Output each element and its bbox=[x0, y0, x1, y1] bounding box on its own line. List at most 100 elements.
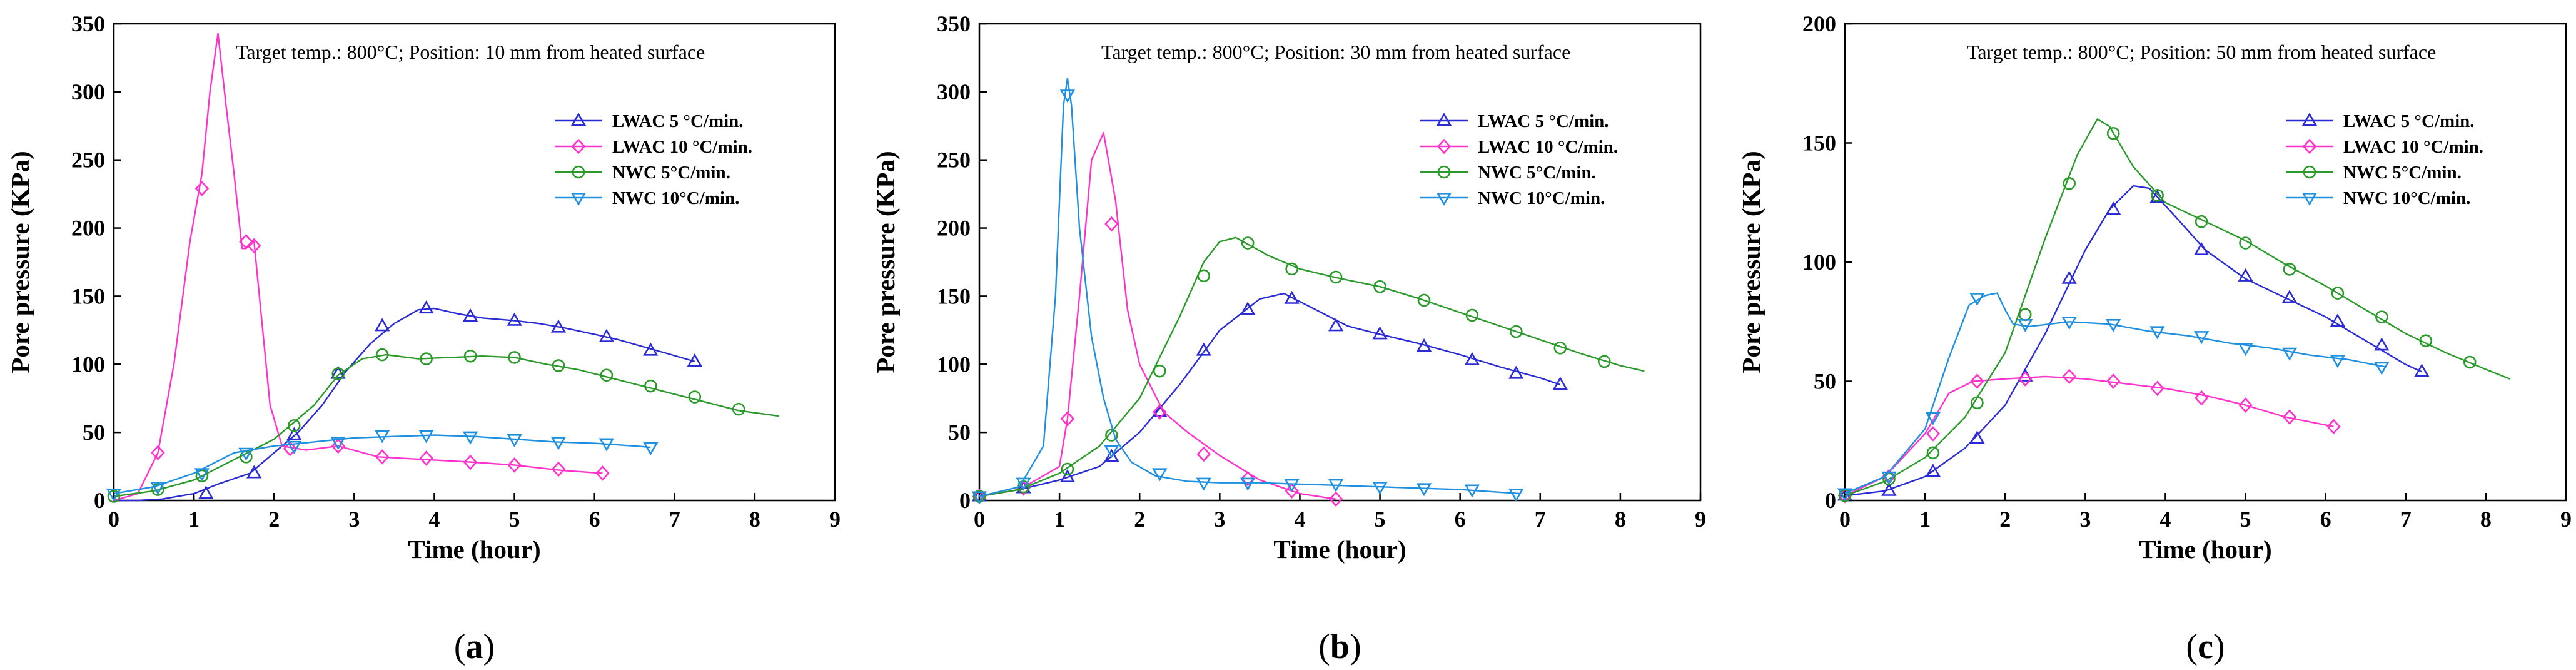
y-tick-label-a-1: 50 bbox=[83, 420, 105, 445]
data-point-c-3-1 bbox=[1881, 471, 1897, 485]
data-point-b-3-2 bbox=[1059, 89, 1076, 103]
data-point-c-3-7 bbox=[2149, 326, 2165, 340]
data-point-a-1-10 bbox=[551, 461, 566, 477]
y-tick-label-b-2: 100 bbox=[937, 352, 971, 377]
y-tick-label-b-7: 350 bbox=[937, 11, 971, 36]
data-point-b-3-11 bbox=[1464, 484, 1480, 498]
data-point-a-1-3 bbox=[246, 238, 261, 254]
x-tick-label-b-1: 1 bbox=[1054, 507, 1065, 532]
y-tick-label-c-1: 50 bbox=[1814, 369, 1836, 394]
data-point-b-0-12 bbox=[1508, 365, 1524, 379]
y-tick-label-b-6: 300 bbox=[937, 79, 971, 104]
y-tick-label-b-3: 150 bbox=[937, 283, 971, 308]
legend-label-b-2: NWC 5°C/min. bbox=[1478, 163, 1596, 183]
y-tick-label-a-3: 150 bbox=[71, 283, 105, 308]
chart-panel-c: 0 1 2 3 4 5 6 7 8 9 0 50 100 150 200 Time (hour) Pore pr… bbox=[1737, 11, 2572, 666]
data-point-b-0-8 bbox=[1328, 318, 1344, 332]
x-tick-label-a-6: 6 bbox=[589, 507, 600, 532]
data-point-b-2-14 bbox=[1597, 355, 1611, 368]
y-tick-label-c-3: 150 bbox=[1802, 131, 1836, 156]
data-point-c-1-10 bbox=[2282, 409, 2297, 425]
data-point-c-2-2 bbox=[1926, 446, 1940, 460]
data-point-b-2-2 bbox=[1061, 462, 1074, 476]
series-a-2 bbox=[107, 348, 779, 503]
data-point-a-2-0 bbox=[107, 490, 121, 503]
data-point-a-1-5 bbox=[331, 438, 345, 454]
data-point-b-3-6 bbox=[1240, 477, 1256, 491]
x-tick-label-b-0: 0 bbox=[974, 507, 985, 532]
data-point-b-1-5 bbox=[1196, 446, 1211, 462]
data-point-a-2-7 bbox=[420, 352, 433, 365]
data-point-a-1-1 bbox=[194, 181, 210, 196]
data-point-b-0-3 bbox=[1104, 449, 1119, 462]
data-point-c-3-11 bbox=[2330, 355, 2346, 368]
data-point-a-3-5 bbox=[330, 437, 346, 450]
data-point-a-2-10 bbox=[552, 359, 565, 372]
y-tick-label-a-4: 200 bbox=[71, 216, 105, 241]
data-point-a-0-6 bbox=[462, 308, 478, 322]
panel-label-letter: a bbox=[466, 627, 483, 666]
data-point-c-3-9 bbox=[2238, 343, 2253, 357]
data-point-b-2-13 bbox=[1553, 341, 1567, 355]
data-point-a-0-9 bbox=[599, 328, 615, 342]
legend-b: LWAC 5 °C/min. LWAC 10 °C/min. NWC 5°C/min… bbox=[1420, 111, 1618, 208]
y-axis-title-c: Pore pressure (KPa) bbox=[1737, 151, 1765, 373]
y-tick-label-a-6: 300 bbox=[71, 79, 105, 104]
data-point-c-3-6 bbox=[2106, 318, 2121, 332]
data-point-b-3-10 bbox=[1416, 483, 1432, 497]
x-tick-label-b-2: 2 bbox=[1134, 507, 1145, 532]
panel-label-open-paren: ( bbox=[2186, 627, 2198, 666]
legend-label-a-1: LWAC 10 °C/min. bbox=[612, 137, 752, 157]
y-tick-label-c-2: 100 bbox=[1802, 250, 1836, 275]
data-point-c-1-9 bbox=[2238, 397, 2253, 413]
data-point-c-2-12 bbox=[2375, 310, 2388, 323]
legend-marker-c-1 bbox=[2302, 138, 2317, 155]
data-point-b-0-7 bbox=[1284, 290, 1300, 304]
y-tick-label-a-0: 0 bbox=[94, 488, 105, 513]
panel-label-letter: c bbox=[2198, 627, 2213, 666]
data-point-c-2-10 bbox=[2283, 263, 2296, 276]
data-point-b-0-10 bbox=[1416, 338, 1432, 352]
data-point-b-2-10 bbox=[1417, 293, 1431, 307]
data-point-a-3-7 bbox=[418, 430, 434, 444]
y-tick-label-c-4: 200 bbox=[1802, 11, 1836, 36]
legend-marker-a-1 bbox=[571, 138, 586, 155]
data-point-a-1-11 bbox=[595, 465, 610, 481]
data-point-b-2-11 bbox=[1465, 308, 1479, 322]
x-tick-label-b-6: 6 bbox=[1455, 507, 1466, 532]
data-point-a-2-8 bbox=[463, 349, 477, 363]
x-tick-label-a-2: 2 bbox=[268, 507, 280, 532]
data-point-c-2-7 bbox=[2151, 189, 2164, 202]
y-axis-title-a: Pore pressure (KPa) bbox=[6, 151, 34, 373]
legend-marker-c-3 bbox=[2301, 192, 2318, 206]
data-point-a-1-0 bbox=[151, 445, 165, 461]
series-line-b-1 bbox=[979, 132, 1336, 500]
data-point-a-3-11 bbox=[599, 438, 615, 452]
data-point-a-2-6 bbox=[375, 348, 389, 362]
x-tick-label-b-4: 4 bbox=[1294, 507, 1305, 532]
series-c-2 bbox=[1838, 118, 2510, 502]
data-point-a-1-4 bbox=[283, 440, 298, 457]
data-point-a-2-5 bbox=[331, 367, 345, 380]
data-point-a-0-2 bbox=[286, 427, 302, 440]
data-point-a-3-8 bbox=[462, 431, 478, 445]
data-point-c-0-12 bbox=[2374, 337, 2390, 351]
data-point-b-3-8 bbox=[1328, 479, 1344, 492]
data-point-a-0-4 bbox=[375, 318, 390, 332]
data-point-c-0-6 bbox=[2106, 201, 2121, 215]
legend-a: LWAC 5 °C/min. LWAC 10 °C/min. NWC 5°C/min… bbox=[555, 111, 752, 208]
x-tick-label-b-9: 9 bbox=[1695, 507, 1706, 532]
y-tick-label-a-2: 100 bbox=[71, 352, 105, 377]
data-point-a-0-11 bbox=[687, 353, 702, 367]
y-tick-label-c-0: 0 bbox=[1825, 488, 1836, 513]
data-point-c-3-4 bbox=[2018, 318, 2033, 332]
data-point-c-3-8 bbox=[2193, 331, 2210, 345]
series-a-1 bbox=[113, 33, 610, 502]
legend-label-b-3: NWC 10°C/min. bbox=[1478, 188, 1605, 208]
legend-marker-c-0 bbox=[2301, 113, 2318, 126]
panel-label-close-paren: ) bbox=[2213, 627, 2225, 666]
data-point-c-0-3 bbox=[1969, 430, 1985, 444]
data-point-b-0-9 bbox=[1372, 326, 1388, 340]
y-tick-label-b-4: 200 bbox=[937, 216, 971, 241]
